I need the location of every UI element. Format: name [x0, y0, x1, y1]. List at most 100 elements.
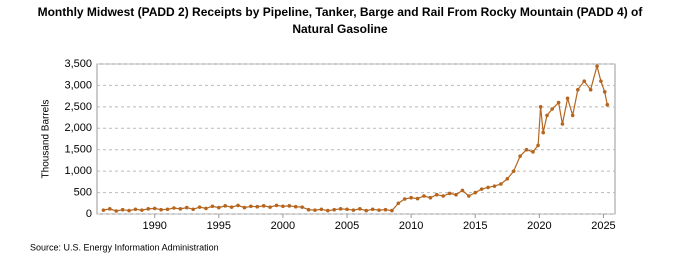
data-point: [531, 150, 535, 154]
data-point: [588, 87, 593, 92]
data-point: [133, 207, 138, 212]
data-point: [460, 188, 465, 193]
data-point: [383, 207, 388, 212]
chart-title: Monthly Midwest (PADD 2) Receipts by Pip…: [37, 5, 643, 36]
data-point: [229, 205, 234, 209]
data-point: [467, 194, 471, 198]
data-point: [184, 205, 189, 210]
data-point: [556, 100, 561, 105]
data-point: [524, 147, 529, 152]
data-point: [599, 79, 603, 83]
data-point: [441, 194, 445, 198]
data-point: [178, 207, 183, 211]
y-axis-label: Thousand Barrels: [41, 100, 52, 179]
x-tick-label: 1990: [142, 220, 166, 232]
data-point: [422, 194, 426, 198]
data-point: [287, 204, 292, 208]
data-point: [338, 207, 343, 211]
y-tick-label: 0: [86, 208, 92, 220]
x-tick-label: 2005: [335, 220, 359, 232]
data-point: [428, 195, 433, 200]
data-point: [570, 113, 575, 118]
data-point: [447, 191, 452, 196]
x-tick-label: 2010: [399, 220, 423, 232]
data-point: [281, 204, 285, 209]
data-point: [390, 208, 394, 213]
data-point: [538, 105, 543, 109]
source-note: Source: U.S. Energy Information Administ…: [30, 242, 219, 252]
x-tick-label: 1995: [207, 220, 231, 232]
data-point: [345, 207, 349, 212]
data-point: [249, 204, 253, 209]
data-point: [565, 96, 570, 101]
y-tick-label: 500: [74, 186, 92, 198]
data-point: [434, 192, 439, 197]
data-point: [370, 207, 375, 212]
x-tick-label: 2015: [463, 220, 487, 232]
data-point: [217, 205, 221, 210]
data-point: [140, 208, 144, 212]
data-point: [172, 206, 176, 210]
data-point: [511, 169, 516, 173]
data-point: [560, 122, 565, 126]
data-point: [377, 208, 381, 212]
data-point: [268, 205, 272, 209]
data-point: [518, 154, 522, 158]
y-tick-label: 3,500: [64, 58, 92, 70]
data-point: [159, 207, 163, 212]
data-point: [165, 207, 170, 212]
data-point: [602, 90, 607, 94]
data-point: [306, 207, 311, 212]
plot-frame: [96, 63, 616, 215]
data-point: [108, 207, 112, 211]
data-point: [364, 208, 369, 213]
data-point: [605, 102, 610, 107]
data-point: [120, 207, 125, 212]
data-point: [127, 208, 131, 213]
data-point: [146, 207, 151, 211]
data-point: [261, 204, 266, 208]
y-tick-label: 2,500: [64, 101, 92, 113]
data-point: [473, 190, 478, 195]
data-line: [103, 63, 608, 212]
data-point: [479, 187, 484, 191]
data-point: [319, 207, 324, 212]
data-point: [499, 182, 503, 186]
data-point: [210, 204, 215, 209]
data-point: [505, 177, 510, 181]
y-tick-label: 3,000: [64, 79, 92, 91]
x-tick-label: 2020: [527, 220, 551, 232]
data-point: [576, 87, 580, 92]
data-point: [293, 204, 298, 209]
data-point: [545, 113, 549, 118]
data-point: [541, 130, 545, 135]
data-point: [152, 206, 157, 211]
data-point: [409, 195, 413, 200]
y-tick-label: 2,000: [64, 122, 92, 134]
data-point: [582, 79, 587, 83]
y-tick-label: 1,500: [64, 144, 92, 156]
data-point: [550, 107, 554, 111]
data-point: [396, 201, 401, 206]
data-point: [242, 205, 247, 210]
data-point: [274, 203, 279, 208]
data-point: [402, 197, 407, 201]
data-point: [351, 208, 356, 212]
data-point: [255, 204, 260, 209]
data-point: [114, 209, 119, 213]
data-point: [313, 208, 317, 212]
data-point: [197, 205, 202, 209]
data-point: [536, 143, 540, 148]
data-point: [300, 205, 304, 209]
data-point: [191, 207, 195, 212]
data-point: [223, 204, 228, 208]
data-point: [415, 196, 420, 201]
data-point: [492, 184, 497, 188]
x-tick-label: 2000: [271, 220, 295, 232]
data-point: [236, 203, 240, 208]
data-point: [358, 207, 362, 211]
y-tick-label: 1,000: [64, 165, 92, 177]
data-point: [325, 208, 330, 213]
